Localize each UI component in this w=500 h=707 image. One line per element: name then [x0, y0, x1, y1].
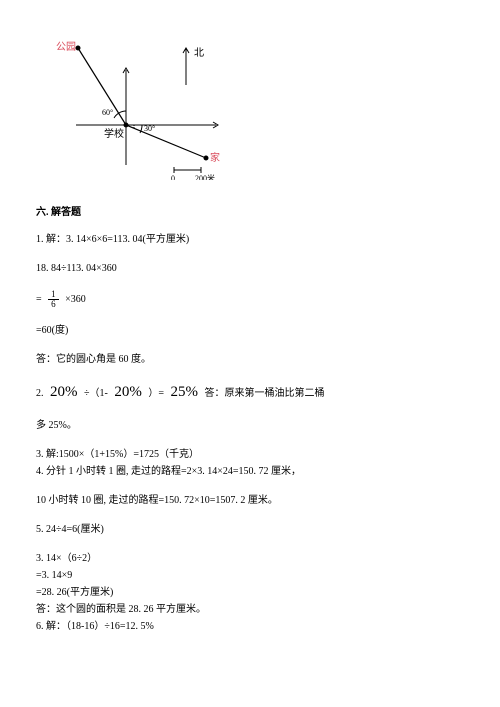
fraction-one-sixth: 1 6 [48, 290, 59, 309]
q5-line2: 3. 14×（6÷2） [36, 551, 464, 566]
q5-line3: =3. 14×9 [36, 568, 464, 583]
q2-line2: 多 25%。 [36, 418, 464, 433]
pct-20-b: 20% [114, 384, 142, 400]
q3: 3. 解:1500×（1+15%）=1725（千克） [36, 447, 464, 462]
svg-text:30°: 30° [144, 124, 155, 133]
svg-text:北: 北 [194, 47, 204, 59]
svg-text:学校: 学校 [104, 127, 124, 140]
q1-line3: = 1 6 ×360 [36, 290, 464, 309]
q4-line2: 10 小时转 10 圈, 走过的路程=150. 72×10=1507. 2 厘米… [36, 493, 464, 508]
geometry-diagram: 北 公园家 学校 60° 30° 0 200米 [46, 40, 464, 185]
q2-line1: 2. 20% ÷（1- 20% ）= 25% 答：原来第一桶油比第二桶 [36, 381, 464, 404]
q1-answer: 答：它的圆心角是 60 度。 [36, 352, 464, 367]
diagram-svg: 北 公园家 学校 60° 30° 0 200米 [46, 40, 246, 180]
svg-text:家: 家 [210, 151, 220, 164]
q5-line1: 5. 24÷4=6(厘米) [36, 522, 464, 537]
svg-text:200米: 200米 [195, 173, 215, 180]
q1-line2: 18. 84÷113. 04×360 [36, 261, 464, 276]
pct-25: 25% [170, 384, 198, 400]
eq-sign: = [36, 294, 44, 305]
pct-20-a: 20% [50, 384, 78, 400]
svg-text:公园: 公园 [56, 41, 76, 53]
section-title: 六. 解答题 [36, 205, 464, 220]
q6: 6. 解：（18-16）÷16=12. 5% [36, 619, 464, 634]
q1-tail: ×360 [65, 294, 86, 305]
svg-text:0: 0 [171, 174, 175, 180]
q1-line4: =60(度) [36, 323, 464, 338]
q1-line1: 1. 解：3. 14×6×6=113. 04(平方厘米) [36, 232, 464, 247]
q5-answer: 答：这个圆的面积是 28. 26 平方厘米。 [36, 602, 464, 617]
q4-line1: 4. 分针 1 小时转 1 圈, 走过的路程=2×3. 14×24=150. 7… [36, 464, 464, 479]
svg-text:60°: 60° [102, 108, 113, 117]
q5-line4: =28. 26(平方厘米) [36, 585, 464, 600]
